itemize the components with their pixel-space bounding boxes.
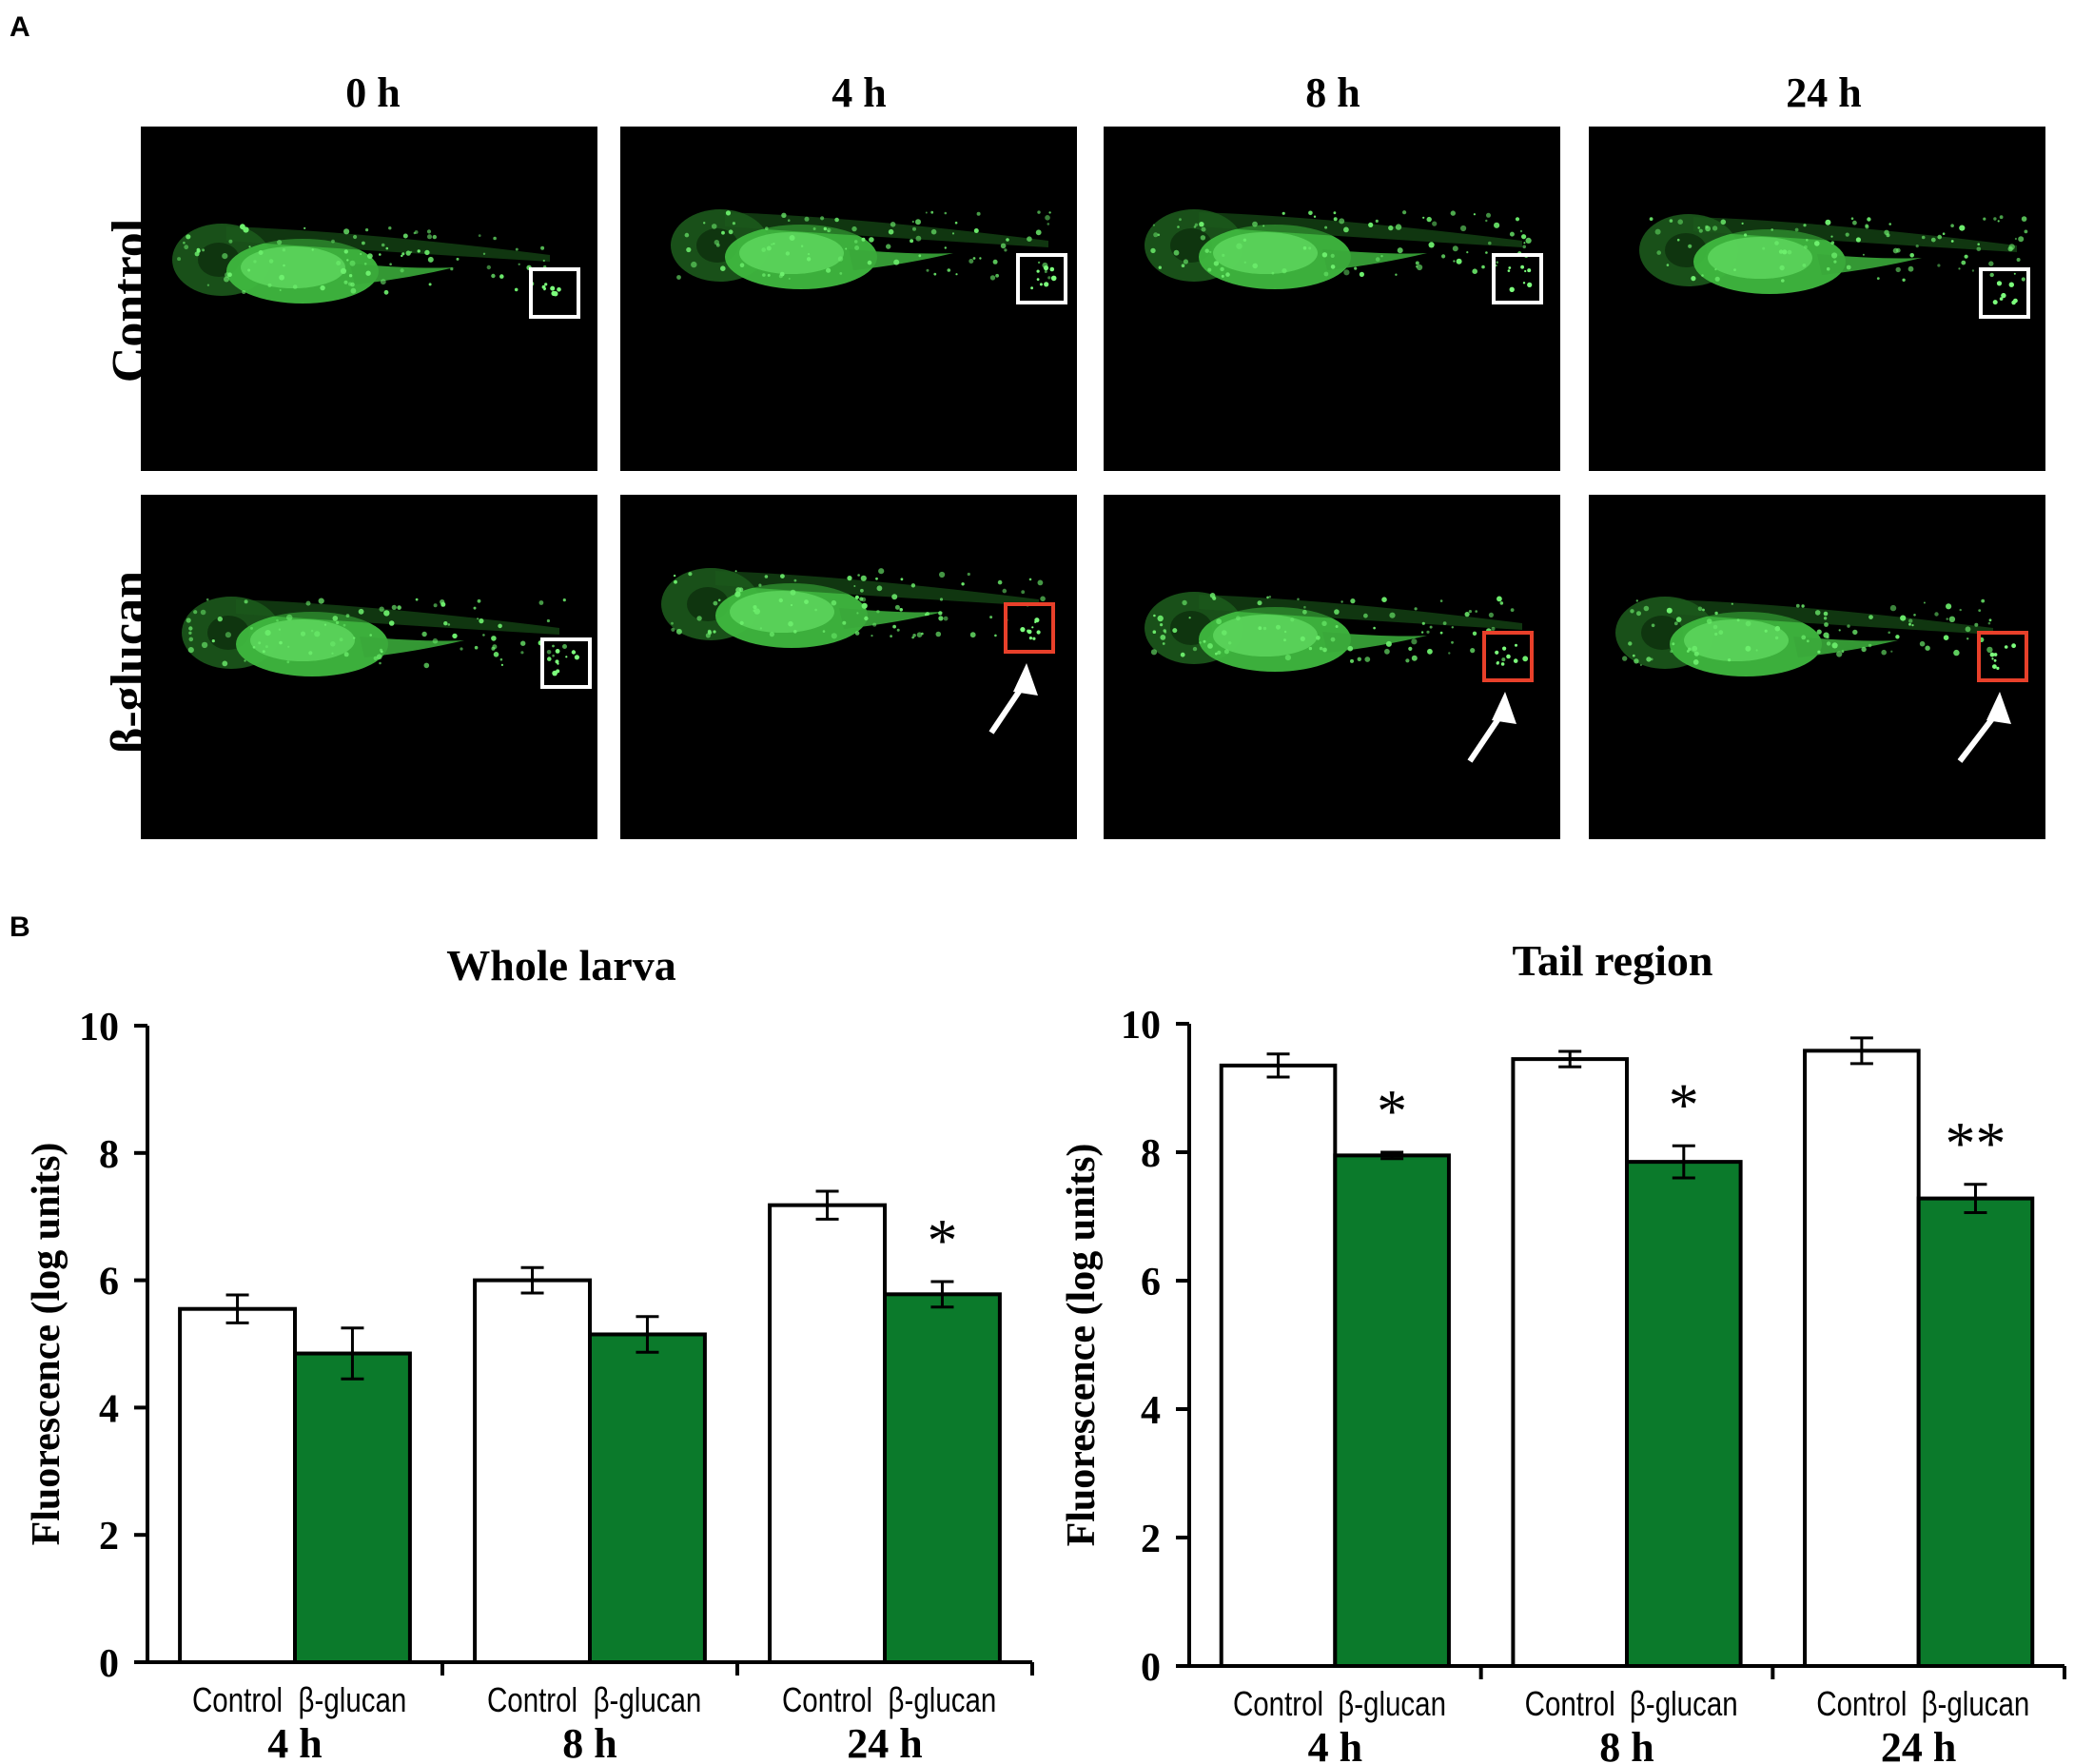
bar-category-label: Control <box>1816 1684 1907 1722</box>
significance-marker: * <box>927 1206 957 1274</box>
y-tick-label: 6 <box>99 1261 119 1304</box>
y-tick-label: 8 <box>99 1133 119 1177</box>
bar-category-label: Control <box>192 1680 283 1718</box>
time-label-24h: 24 h <box>1786 69 1862 116</box>
bar <box>473 1278 593 1664</box>
y-tick-label: 10 <box>1121 1004 1161 1048</box>
bar-category-label: β-glucan <box>889 1680 997 1718</box>
bar-category-label: Control <box>487 1680 577 1718</box>
group-label: 4 h <box>267 1720 322 1764</box>
chart-title: Whole larva <box>446 941 675 990</box>
y-tick-label: 2 <box>1141 1518 1161 1561</box>
bar <box>768 1203 887 1664</box>
bar <box>1511 1057 1630 1668</box>
bar-category-label: β-glucan <box>1630 1684 1738 1722</box>
larva-image <box>1589 495 2045 839</box>
y-tick-label: 0 <box>1141 1646 1161 1690</box>
group-label: 8 h <box>562 1720 616 1764</box>
larva-image <box>1104 127 1560 471</box>
bar-category-label: β-glucan <box>299 1680 407 1718</box>
y-axis-label: Fluorescence (log units) <box>1060 1144 1104 1547</box>
larva-image <box>1589 127 2045 471</box>
bar-category-label: Control <box>782 1680 872 1718</box>
group-label: 24 h <box>1881 1724 1956 1764</box>
bar <box>1333 1153 1451 1668</box>
y-tick-label: 6 <box>1141 1261 1161 1304</box>
bar-category-label: β-glucan <box>1922 1684 2030 1722</box>
group-label: 8 h <box>1599 1724 1653 1764</box>
time-label-0h: 0 h <box>345 69 401 116</box>
larva-image <box>620 495 1077 839</box>
time-label-8h: 8 h <box>1305 69 1360 116</box>
bar-category-label: β-glucan <box>1338 1684 1446 1722</box>
larva-image <box>141 127 597 471</box>
group-label: 4 h <box>1308 1724 1362 1764</box>
bar <box>293 1351 412 1665</box>
bar <box>1219 1063 1338 1668</box>
bar-category-label: Control <box>1525 1684 1615 1722</box>
y-tick-label: 4 <box>1141 1389 1161 1433</box>
bar <box>588 1332 707 1664</box>
bar <box>1916 1196 2035 1668</box>
panel-b-letter: B <box>10 911 30 943</box>
y-tick-label: 4 <box>99 1387 119 1431</box>
group-label: 24 h <box>847 1720 922 1764</box>
bar <box>1803 1049 1921 1668</box>
significance-marker: ** <box>1945 1109 2006 1177</box>
y-tick-label: 0 <box>99 1642 119 1686</box>
y-tick-label: 2 <box>99 1515 119 1558</box>
y-tick-label: 10 <box>79 1006 119 1049</box>
bar-category-label: Control <box>1233 1684 1323 1722</box>
bar <box>178 1306 298 1664</box>
larva-image <box>141 495 597 839</box>
bar-category-label: β-glucan <box>594 1680 702 1718</box>
time-label-4h: 4 h <box>832 69 887 116</box>
larva-image <box>620 127 1077 471</box>
y-axis-label: Fluorescence (log units) <box>25 1143 68 1546</box>
significance-marker: * <box>1377 1077 1407 1145</box>
y-tick-label: 8 <box>1141 1132 1161 1176</box>
panel-a-letter: A <box>10 11 30 43</box>
larva-image <box>1104 495 1560 839</box>
chart-title: Tail region <box>1513 936 1713 985</box>
significance-marker: * <box>1669 1070 1699 1138</box>
bar <box>883 1292 1002 1664</box>
bar <box>1625 1160 1743 1668</box>
